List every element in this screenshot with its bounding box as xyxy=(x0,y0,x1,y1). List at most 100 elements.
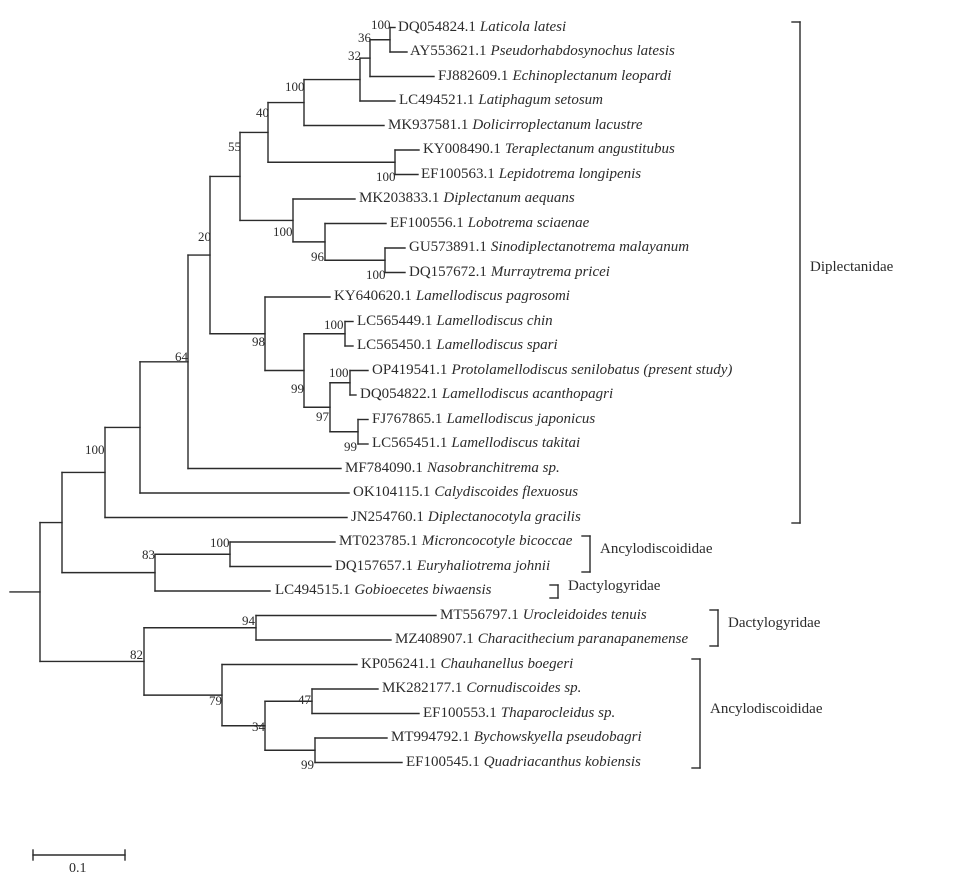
taxon-label: LC494521.1Latiphagum setosum xyxy=(399,93,603,108)
bootstrap-value: 96 xyxy=(311,250,324,263)
bootstrap-value: 20 xyxy=(198,230,211,243)
taxon-label: KP056241.1Chauhanellus boegeri xyxy=(361,657,573,672)
accession-number: KP056241.1 xyxy=(361,656,436,672)
species-name: Nasobranchitrema sp. xyxy=(427,460,560,476)
taxon-label: LC565450.1Lamellodiscus spari xyxy=(357,338,558,353)
accession-number: FJ767865.1 xyxy=(372,411,442,427)
bootstrap-value: 99 xyxy=(344,440,357,453)
taxon-label: LC565449.1Lamellodiscus chin xyxy=(357,314,553,329)
bootstrap-value: 47 xyxy=(298,693,311,706)
bootstrap-value: 99 xyxy=(291,382,304,395)
taxon-label: OP419541.1Protolamellodiscus senilobatus… xyxy=(372,363,732,378)
taxon-label: LC565451.1Lamellodiscus takitai xyxy=(372,436,580,451)
accession-number: LC565451.1 xyxy=(372,435,447,451)
species-name: Urocleidoides tenuis xyxy=(523,607,647,623)
accession-number: LC494515.1 xyxy=(275,582,350,598)
taxon-label: EF100563.1Lepidotrema longipenis xyxy=(421,167,641,182)
bootstrap-value: 100 xyxy=(329,366,349,379)
accession-number: DQ157672.1 xyxy=(409,264,487,280)
taxon-label: DQ157672.1Murraytrema pricei xyxy=(409,265,610,280)
taxon-label: OK104115.1Calydiscoides flexuosus xyxy=(353,485,578,500)
accession-number: DQ157657.1 xyxy=(335,558,413,574)
species-name: Cornudiscoides sp. xyxy=(466,680,581,696)
bootstrap-value: 99 xyxy=(301,758,314,771)
species-name: Lamellodiscus japonicus xyxy=(446,411,595,427)
accession-number: EF100545.1 xyxy=(406,754,480,770)
bootstrap-value: 100 xyxy=(273,225,293,238)
species-name: Euryhaliotrema johnii xyxy=(417,558,550,574)
bootstrap-value: 40 xyxy=(256,106,269,119)
species-name: Lamellodiscus takitai xyxy=(451,435,580,451)
accession-number: MT994792.1 xyxy=(391,729,470,745)
taxon-label: KY640620.1Lamellodiscus pagrosomi xyxy=(334,289,570,304)
accession-number: AY553621.1 xyxy=(410,43,487,59)
taxon-label: FJ767865.1Lamellodiscus japonicus xyxy=(372,412,595,427)
species-name: Protolamellodiscus senilobatus (present … xyxy=(451,362,732,378)
species-name: Diplectanocotyla gracilis xyxy=(428,509,581,525)
species-name: Echinoplectanum leopardi xyxy=(512,68,671,84)
bootstrap-value: 100 xyxy=(376,170,396,183)
taxon-label: MT556797.1Urocleidoides tenuis xyxy=(440,608,647,623)
accession-number: MK282177.1 xyxy=(382,680,462,696)
species-name: Lamellodiscus chin xyxy=(436,313,552,329)
species-name: Lobotrema sciaenae xyxy=(468,215,590,231)
bootstrap-value: 98 xyxy=(252,335,265,348)
species-name: Chauhanellus boegeri xyxy=(440,656,573,672)
taxon-label: FJ882609.1Echinoplectanum leopardi xyxy=(438,69,671,84)
taxon-label: LC494515.1Gobioecetes biwaensis xyxy=(275,583,491,598)
family-label: Ancylodiscoididae xyxy=(710,702,822,717)
species-name: Bychowskyella pseudobagri xyxy=(474,729,642,745)
taxon-label: DQ054824.1Laticola latesi xyxy=(398,20,566,35)
taxon-label: DQ157657.1Euryhaliotrema johnii xyxy=(335,559,550,574)
species-name: Diplectanum aequans xyxy=(443,190,574,206)
taxon-label: MF784090.1Nasobranchitrema sp. xyxy=(345,461,560,476)
accession-number: KY008490.1 xyxy=(423,141,501,157)
species-name: Teraplectanum angustitubus xyxy=(505,141,675,157)
accession-number: FJ882609.1 xyxy=(438,68,508,84)
bootstrap-value: 34 xyxy=(252,720,265,733)
bootstrap-value: 100 xyxy=(324,318,344,331)
species-name: Latiphagum setosum xyxy=(478,92,603,108)
accession-number: MK937581.1 xyxy=(388,117,468,133)
accession-number: DQ054824.1 xyxy=(398,19,476,35)
taxon-label: EF100556.1Lobotrema sciaenae xyxy=(390,216,589,231)
taxon-label: DQ054822.1Lamellodiscus acanthopagri xyxy=(360,387,613,402)
accession-number: EF100553.1 xyxy=(423,705,497,721)
species-name: Quadriacanthus kobiensis xyxy=(484,754,641,770)
bootstrap-value: 82 xyxy=(130,648,143,661)
taxon-label: EF100553.1Thaparocleidus sp. xyxy=(423,706,615,721)
accession-number: JN254760.1 xyxy=(351,509,424,525)
species-name: Thaparocleidus sp. xyxy=(501,705,615,721)
taxon-label: MK937581.1Dolicirroplectanum lacustre xyxy=(388,118,643,133)
bootstrap-value: 55 xyxy=(228,140,241,153)
taxon-label: JN254760.1Diplectanocotyla gracilis xyxy=(351,510,581,525)
taxon-label: MZ408907.1Characithecium paranapanemense xyxy=(395,632,688,647)
accession-number: LC494521.1 xyxy=(399,92,474,108)
species-name: Lamellodiscus acanthopagri xyxy=(442,386,613,402)
bootstrap-value: 100 xyxy=(285,80,305,93)
bootstrap-value: 100 xyxy=(366,268,386,281)
family-label: Ancylodiscoididae xyxy=(600,542,712,557)
species-name: Dolicirroplectanum lacustre xyxy=(472,117,642,133)
species-name: Lamellodiscus spari xyxy=(436,337,557,353)
taxon-label: MT023785.1Microncocotyle bicoccae xyxy=(339,534,572,549)
bootstrap-value: 83 xyxy=(142,548,155,561)
accession-number: MT023785.1 xyxy=(339,533,418,549)
bootstrap-value: 100 xyxy=(371,18,391,31)
bootstrap-value: 79 xyxy=(209,694,222,707)
species-name: Lepidotrema longipenis xyxy=(499,166,641,182)
bootstrap-value: 94 xyxy=(242,614,255,627)
accession-number: EF100556.1 xyxy=(390,215,464,231)
scale-bar-label: 0.1 xyxy=(69,861,87,877)
accession-number: MZ408907.1 xyxy=(395,631,474,647)
accession-number: DQ054822.1 xyxy=(360,386,438,402)
bootstrap-value: 36 xyxy=(358,31,371,44)
accession-number: LC565450.1 xyxy=(357,337,432,353)
species-name: Gobioecetes biwaensis xyxy=(354,582,491,598)
species-name: Murraytrema pricei xyxy=(491,264,610,280)
bootstrap-value: 100 xyxy=(210,536,230,549)
accession-number: MF784090.1 xyxy=(345,460,423,476)
bootstrap-value: 64 xyxy=(175,350,188,363)
species-name: Microncocotyle bicoccae xyxy=(422,533,573,549)
species-name: Lamellodiscus pagrosomi xyxy=(416,288,570,304)
